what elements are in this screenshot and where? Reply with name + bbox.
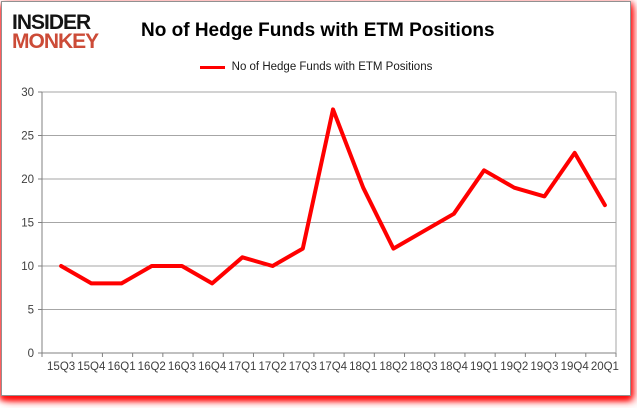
logo-line-monkey: MONKEY (12, 30, 99, 54)
legend: No of Hedge Funds with ETM Positions (2, 61, 630, 73)
line-chart-plot: 0 5 10 15 20 25 30 15Q3 15Q4 16Q1 16Q2 16Q3 16Q4 17Q1… (21, 87, 619, 373)
x-axis-tick-label: 16Q3 (168, 361, 196, 373)
x-axis-tick-label: 19Q1 (470, 361, 498, 373)
series-line (59, 107, 607, 286)
logo-line-insider: INSIDER (12, 11, 91, 34)
x-axis-tick-label: 18Q3 (410, 361, 438, 373)
x-axis-tick-label: 19Q4 (561, 361, 590, 373)
x-axis-tick-label: 20Q1 (591, 361, 619, 373)
chart-title: No of Hedge Funds with ETM Positions (141, 20, 495, 41)
x-axis-tick-label: 19Q3 (530, 361, 558, 373)
chart-card: INSIDER MONKEY No of Hedge Funds with ET… (1, 1, 631, 396)
x-axis-tick-label: 15Q3 (47, 361, 75, 373)
y-axis-tick-label: 25 (21, 131, 34, 143)
y-axis-tick-label: 15 (21, 218, 34, 230)
legend-label: No of Hedge Funds with ETM Positions (231, 61, 433, 73)
y-axis-tick-label: 20 (21, 174, 34, 186)
y-axis-tick-label: 0 (28, 348, 34, 360)
y-axis-tick-label: 10 (21, 261, 34, 273)
x-axis-tick-label: 15Q4 (77, 361, 106, 373)
x-axis-tick-label: 19Q2 (500, 361, 528, 373)
x-axis-tick-label: 17Q3 (289, 361, 317, 373)
x-axis-tick-label: 16Q1 (107, 361, 135, 373)
y-axis-tick-label: 5 (28, 305, 34, 317)
x-axis-tick-label: 18Q2 (379, 361, 407, 373)
x-axis-tick-label: 18Q1 (349, 361, 377, 373)
x-axis-tick-label: 17Q1 (228, 361, 256, 373)
x-axis-tick-label: 16Q4 (198, 361, 227, 373)
legend-line-swatch (199, 65, 225, 69)
x-axis-tick-label: 16Q2 (138, 361, 166, 373)
x-axis-tick-label: 18Q4 (440, 361, 469, 373)
x-axis-tick-label: 17Q2 (259, 361, 287, 373)
x-axis-tick-label: 17Q4 (319, 361, 348, 373)
y-axis-tick-label: 30 (21, 87, 34, 99)
insider-monkey-logo: INSIDER MONKEY (12, 11, 99, 54)
